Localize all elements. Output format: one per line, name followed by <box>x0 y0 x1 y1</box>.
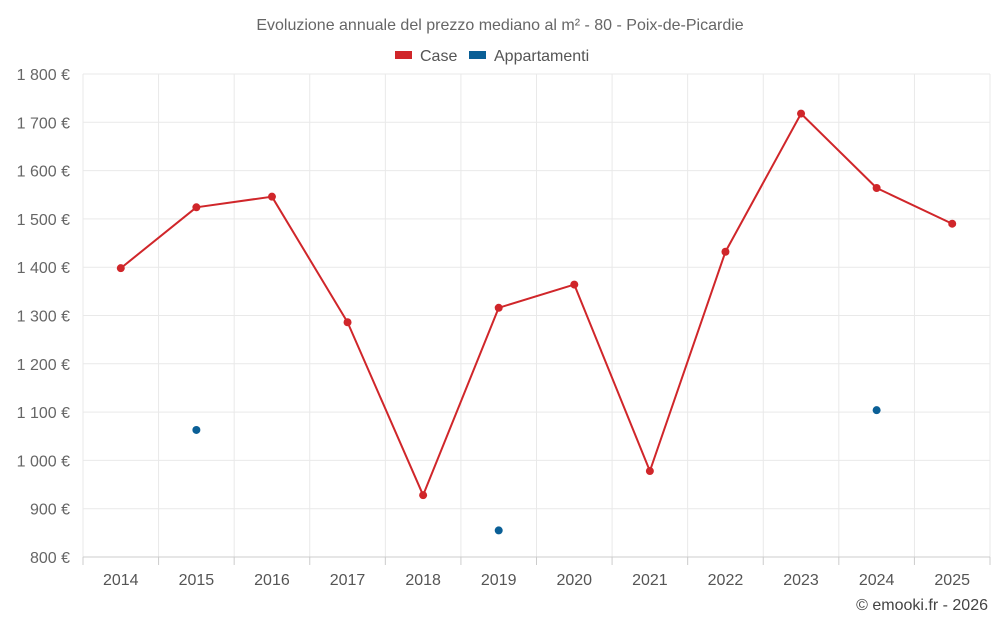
data-point-case-2025[interactable] <box>948 219 957 228</box>
y-tick-label: 1 300 € <box>17 309 70 326</box>
x-tick-label: 2022 <box>708 572 744 589</box>
x-tick-label: 2018 <box>405 572 441 589</box>
data-point-case-2017[interactable] <box>343 318 352 327</box>
y-tick-label: 1 200 € <box>17 357 70 374</box>
legend-swatch-case <box>395 51 412 59</box>
credit-text: © emooki.fr - 2026 <box>856 597 988 614</box>
data-point-case-2018[interactable] <box>419 491 428 500</box>
x-tick-label: 2019 <box>481 572 517 589</box>
legend: Case Appartamenti <box>395 48 589 65</box>
chart-title: Evoluzione annuale del prezzo mediano al… <box>256 17 743 34</box>
y-tick-label: 1 000 € <box>17 453 70 470</box>
data-point-case-2020[interactable] <box>570 280 579 289</box>
data-point-appartamenti-2019[interactable] <box>494 526 503 535</box>
y-tick-label: 1 100 € <box>17 405 70 422</box>
data-point-case-2024[interactable] <box>872 183 881 192</box>
series <box>116 109 957 535</box>
x-tick-label: 2014 <box>103 572 139 589</box>
data-point-case-2022[interactable] <box>721 247 730 256</box>
data-point-case-2014[interactable] <box>116 264 125 273</box>
data-point-case-2023[interactable] <box>797 109 806 118</box>
data-point-case-2016[interactable] <box>267 192 276 201</box>
data-point-case-2015[interactable] <box>192 203 201 212</box>
y-tick-label: 800 € <box>30 550 70 567</box>
y-tick-label: 1 600 € <box>17 164 70 181</box>
legend-label-case[interactable]: Case <box>420 48 457 65</box>
x-tick-label: 2025 <box>934 572 970 589</box>
x-tick-label: 2023 <box>783 572 819 589</box>
x-tick-label: 2017 <box>330 572 366 589</box>
data-point-case-2021[interactable] <box>645 467 654 476</box>
y-tick-label: 1 800 € <box>17 67 70 84</box>
y-tick-label: 1 500 € <box>17 212 70 229</box>
legend-swatch-appartamenti <box>469 51 486 59</box>
data-point-appartamenti-2024[interactable] <box>872 406 881 415</box>
x-tick-label: 2020 <box>556 572 592 589</box>
series-line-case <box>120 112 953 497</box>
legend-label-appartamenti[interactable]: Appartamenti <box>494 48 589 65</box>
data-point-case-2019[interactable] <box>494 303 503 312</box>
data-point-appartamenti-2015[interactable] <box>192 425 201 434</box>
x-tick-label: 2024 <box>859 572 895 589</box>
y-tick-label: 1 700 € <box>17 115 70 132</box>
x-tick-label: 2015 <box>179 572 215 589</box>
y-tick-label: 900 € <box>30 502 70 519</box>
grid <box>82 73 991 557</box>
x-tick-label: 2021 <box>632 572 668 589</box>
x-tick-label: 2016 <box>254 572 290 589</box>
axes: 800 € 900 € 1 000 € 1 100 € 1 200 € 1 300 € 1 … <box>17 67 991 589</box>
y-tick-label: 1 400 € <box>17 260 70 277</box>
